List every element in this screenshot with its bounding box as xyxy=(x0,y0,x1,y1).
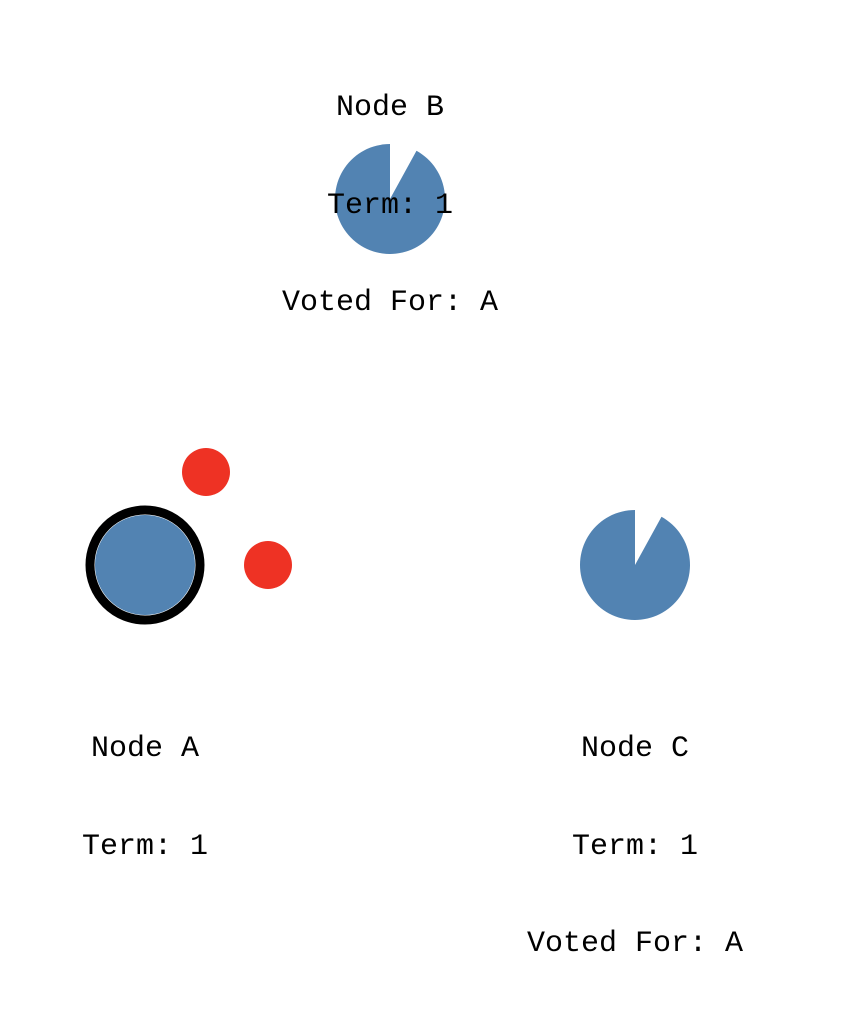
node-b-voted-for: Voted For: A xyxy=(281,286,499,320)
node-c-term: Term: 1 xyxy=(571,829,699,864)
node-a-leader-ring xyxy=(85,505,205,625)
message-to-node-c xyxy=(244,541,292,589)
node-b-circle[interactable] xyxy=(335,144,446,255)
node-a-term: Term: 1 xyxy=(81,829,209,864)
node-b-label: Node B Term: 1 Voted For: A xyxy=(190,27,590,385)
message-to-node-b xyxy=(182,448,230,496)
node-b-name: Node B xyxy=(335,91,445,125)
node-a-label: Node A Term: 1 xyxy=(0,668,345,928)
node-c-label: Node C Term: 1 Voted For: A xyxy=(435,668,835,1026)
node-b-term: Term: 1 xyxy=(326,188,454,223)
node-a-circle[interactable] xyxy=(95,515,195,615)
cluster-canvas xyxy=(85,144,690,625)
node-c-voted-for: Voted For: A xyxy=(526,927,744,961)
node-a-name: Node A xyxy=(90,732,200,766)
raft-cluster-diagram: Node B Term: 1 Voted For: A Node A Term:… xyxy=(82,27,743,960)
node-c-name: Node C xyxy=(580,732,690,766)
node-c-circle[interactable] xyxy=(579,510,690,620)
